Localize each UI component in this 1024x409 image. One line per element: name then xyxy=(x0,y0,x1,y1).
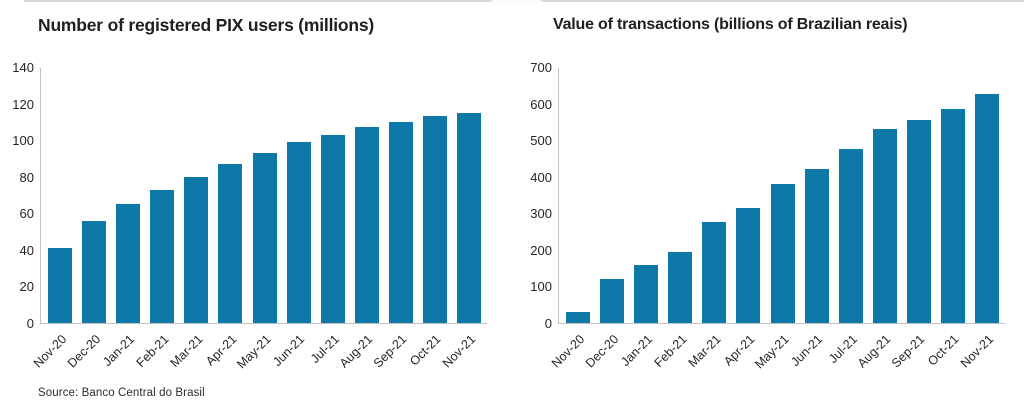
bar-Nov-21 xyxy=(975,94,999,323)
y-tick-140: 140 xyxy=(12,60,34,75)
bar-Apr-21 xyxy=(218,163,243,323)
y-tick-0: 0 xyxy=(544,316,552,331)
bar-Nov-20 xyxy=(566,312,590,323)
plot-area xyxy=(40,68,487,324)
y-tick-100: 100 xyxy=(530,279,552,295)
chart-registered-pix-users: Number of registered PIX users (millions… xyxy=(0,0,512,385)
bar-Feb-21 xyxy=(150,189,175,323)
y-tick-80: 80 xyxy=(19,169,34,185)
bar-Jan-21 xyxy=(116,204,141,323)
bar-Jan-21 xyxy=(634,264,659,323)
bar-Jun-21 xyxy=(804,169,829,323)
bar-Dec-20 xyxy=(82,220,107,323)
y-tick-20: 20 xyxy=(19,279,34,295)
bar-May-21 xyxy=(770,184,795,323)
bar-Mar-21 xyxy=(184,176,209,323)
bar-Nov-21 xyxy=(457,112,481,323)
y-tick-60: 60 xyxy=(19,206,34,222)
y-tick-400: 400 xyxy=(530,169,552,185)
bar-Sep-21 xyxy=(906,120,931,323)
y-tick-40: 40 xyxy=(19,242,34,258)
plot-area xyxy=(558,68,1005,324)
y-tick-100: 100 xyxy=(12,133,34,149)
bar-Apr-21 xyxy=(736,207,761,323)
top-crop-artifact xyxy=(24,0,1024,2)
bar-Mar-21 xyxy=(702,222,727,323)
bar-Jul-21 xyxy=(320,134,345,323)
bar-May-21 xyxy=(252,152,277,323)
bar-Feb-21 xyxy=(668,251,693,323)
bar-Oct-21 xyxy=(940,109,965,323)
y-tick-300: 300 xyxy=(530,206,552,222)
chart-title-transaction-value: Value of transactions (billions of Brazi… xyxy=(553,16,908,33)
bar-Aug-21 xyxy=(872,129,897,323)
bar-Jul-21 xyxy=(838,149,863,323)
y-tick-0: 0 xyxy=(26,316,34,331)
bar-Jun-21 xyxy=(286,142,311,323)
source-note: Source: Banco Central do Brasil xyxy=(38,387,205,399)
y-tick-120: 120 xyxy=(12,96,34,112)
bar-Nov-20 xyxy=(48,248,72,323)
chart-title-pix-users: Number of registered PIX users (millions… xyxy=(38,15,375,35)
y-tick-700: 700 xyxy=(530,60,552,75)
y-tick-200: 200 xyxy=(530,242,552,258)
y-tick-600: 600 xyxy=(530,96,552,112)
bar-Sep-21 xyxy=(388,121,413,323)
y-tick-500: 500 xyxy=(530,133,552,149)
chart-transaction-value: Value of transactions (billions of Brazi… xyxy=(512,0,1024,385)
bar-Dec-20 xyxy=(600,279,625,323)
bar-Aug-21 xyxy=(354,127,379,323)
bar-Oct-21 xyxy=(422,116,447,323)
